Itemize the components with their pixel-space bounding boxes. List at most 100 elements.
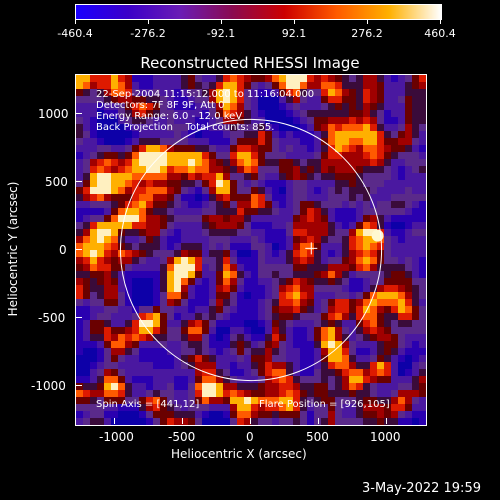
heatmap-cell xyxy=(195,236,203,244)
heatmap-cell xyxy=(286,110,294,118)
heatmap-cell xyxy=(279,306,287,314)
heatmap-cell xyxy=(209,201,217,209)
heatmap-cell xyxy=(202,320,210,328)
heatmap-cell xyxy=(125,152,133,160)
heatmap-cell xyxy=(174,236,182,244)
heatmap-cell xyxy=(104,75,112,83)
heatmap-cell xyxy=(412,376,420,384)
heatmap-cell xyxy=(356,341,364,349)
heatmap-cell xyxy=(377,208,385,216)
heatmap-cell xyxy=(377,145,385,153)
heatmap-cell xyxy=(342,348,350,356)
heatmap-cell xyxy=(349,152,357,160)
heatmap-cell xyxy=(293,96,301,104)
heatmap-cell xyxy=(363,285,371,293)
heatmap-cell xyxy=(384,411,392,419)
heatmap-cell xyxy=(125,327,133,335)
heatmap-cell xyxy=(188,390,196,398)
heatmap-cell xyxy=(111,299,119,307)
heatmap-cell xyxy=(363,369,371,377)
heatmap-cell xyxy=(167,264,175,272)
heatmap-cell xyxy=(335,313,343,321)
heatmap-cell xyxy=(314,327,322,335)
heatmap-cell xyxy=(286,229,294,237)
heatmap-cell xyxy=(286,285,294,293)
heatmap-cell xyxy=(279,124,287,132)
colorbar-label: 92.1 xyxy=(281,27,307,40)
heatmap-cell xyxy=(209,334,217,342)
heatmap-cell xyxy=(209,187,217,195)
heatmap-cell xyxy=(419,208,426,216)
heatmap-cell xyxy=(384,306,392,314)
heatmap-cell xyxy=(321,117,329,125)
heatmap-cell xyxy=(97,208,105,216)
heatmap-cell xyxy=(139,306,147,314)
heatmap-cell xyxy=(321,236,329,244)
heatmap-cell xyxy=(279,138,287,146)
heatmap-cell xyxy=(202,348,210,356)
heatmap-cell xyxy=(167,418,175,425)
heatmap-cell xyxy=(104,250,112,258)
heatmap-cell xyxy=(293,243,301,251)
heatmap-cell xyxy=(167,397,175,405)
heatmap-cell xyxy=(195,145,203,153)
heatmap-cell xyxy=(370,397,378,405)
heatmap-cell xyxy=(398,131,406,139)
heatmap-cell xyxy=(412,89,420,97)
heatmap-cell xyxy=(419,278,426,286)
heatmap-cell xyxy=(279,243,287,251)
heatmap-cell xyxy=(398,250,406,258)
heatmap-cell xyxy=(244,201,252,209)
heatmap-cell xyxy=(139,194,147,202)
heatmap-cell xyxy=(258,348,266,356)
heatmap-cell xyxy=(349,131,357,139)
heatmap-cell xyxy=(265,411,273,419)
heatmap-cell xyxy=(118,362,126,370)
heatmap-cell xyxy=(363,173,371,181)
heatmap-cell xyxy=(251,89,259,97)
heatmap-cell xyxy=(335,271,343,279)
heatmap-cell xyxy=(377,110,385,118)
heatmap-cell xyxy=(160,320,168,328)
heatmap-cell xyxy=(181,418,189,425)
heatmap-cell xyxy=(188,110,196,118)
heatmap-cell xyxy=(181,369,189,377)
heatmap-cell xyxy=(370,320,378,328)
heatmap-cell xyxy=(328,355,336,363)
heatmap-cell xyxy=(153,320,161,328)
heatmap-cell xyxy=(391,369,399,377)
heatmap-cell xyxy=(230,411,238,419)
heatmap-cell xyxy=(293,264,301,272)
heatmap-cell xyxy=(307,82,315,90)
heatmap-cell xyxy=(230,327,238,335)
heatmap-cell xyxy=(146,264,154,272)
heatmap-cell xyxy=(118,159,126,167)
heatmap-cell xyxy=(181,264,189,272)
heatmap-cell xyxy=(370,180,378,188)
heatmap-cell xyxy=(286,243,294,251)
heatmap-cell xyxy=(405,229,413,237)
heatmap-cell xyxy=(230,152,238,160)
heatmap-cell xyxy=(398,285,406,293)
heatmap-cell xyxy=(104,187,112,195)
heatmap-cell xyxy=(139,229,147,237)
heatmap-cell xyxy=(342,278,350,286)
heatmap-cell xyxy=(272,369,280,377)
heatmap-cell xyxy=(167,243,175,251)
heatmap-cell xyxy=(265,383,273,391)
heatmap-cell xyxy=(132,194,140,202)
heatmap-cell xyxy=(230,89,238,97)
heatmap-cell xyxy=(76,103,84,111)
heatmap-cell xyxy=(356,173,364,181)
heatmap-cell xyxy=(251,355,259,363)
heatmap-cell xyxy=(286,257,294,265)
heatmap-cell xyxy=(391,411,399,419)
heatmap-cell xyxy=(251,278,259,286)
heatmap-cell xyxy=(104,355,112,363)
heatmap-cell xyxy=(181,194,189,202)
heatmap-cell xyxy=(174,96,182,104)
heatmap-cell xyxy=(216,138,224,146)
heatmap-cell xyxy=(167,376,175,384)
heatmap-cell xyxy=(398,390,406,398)
heatmap-cell xyxy=(321,173,329,181)
